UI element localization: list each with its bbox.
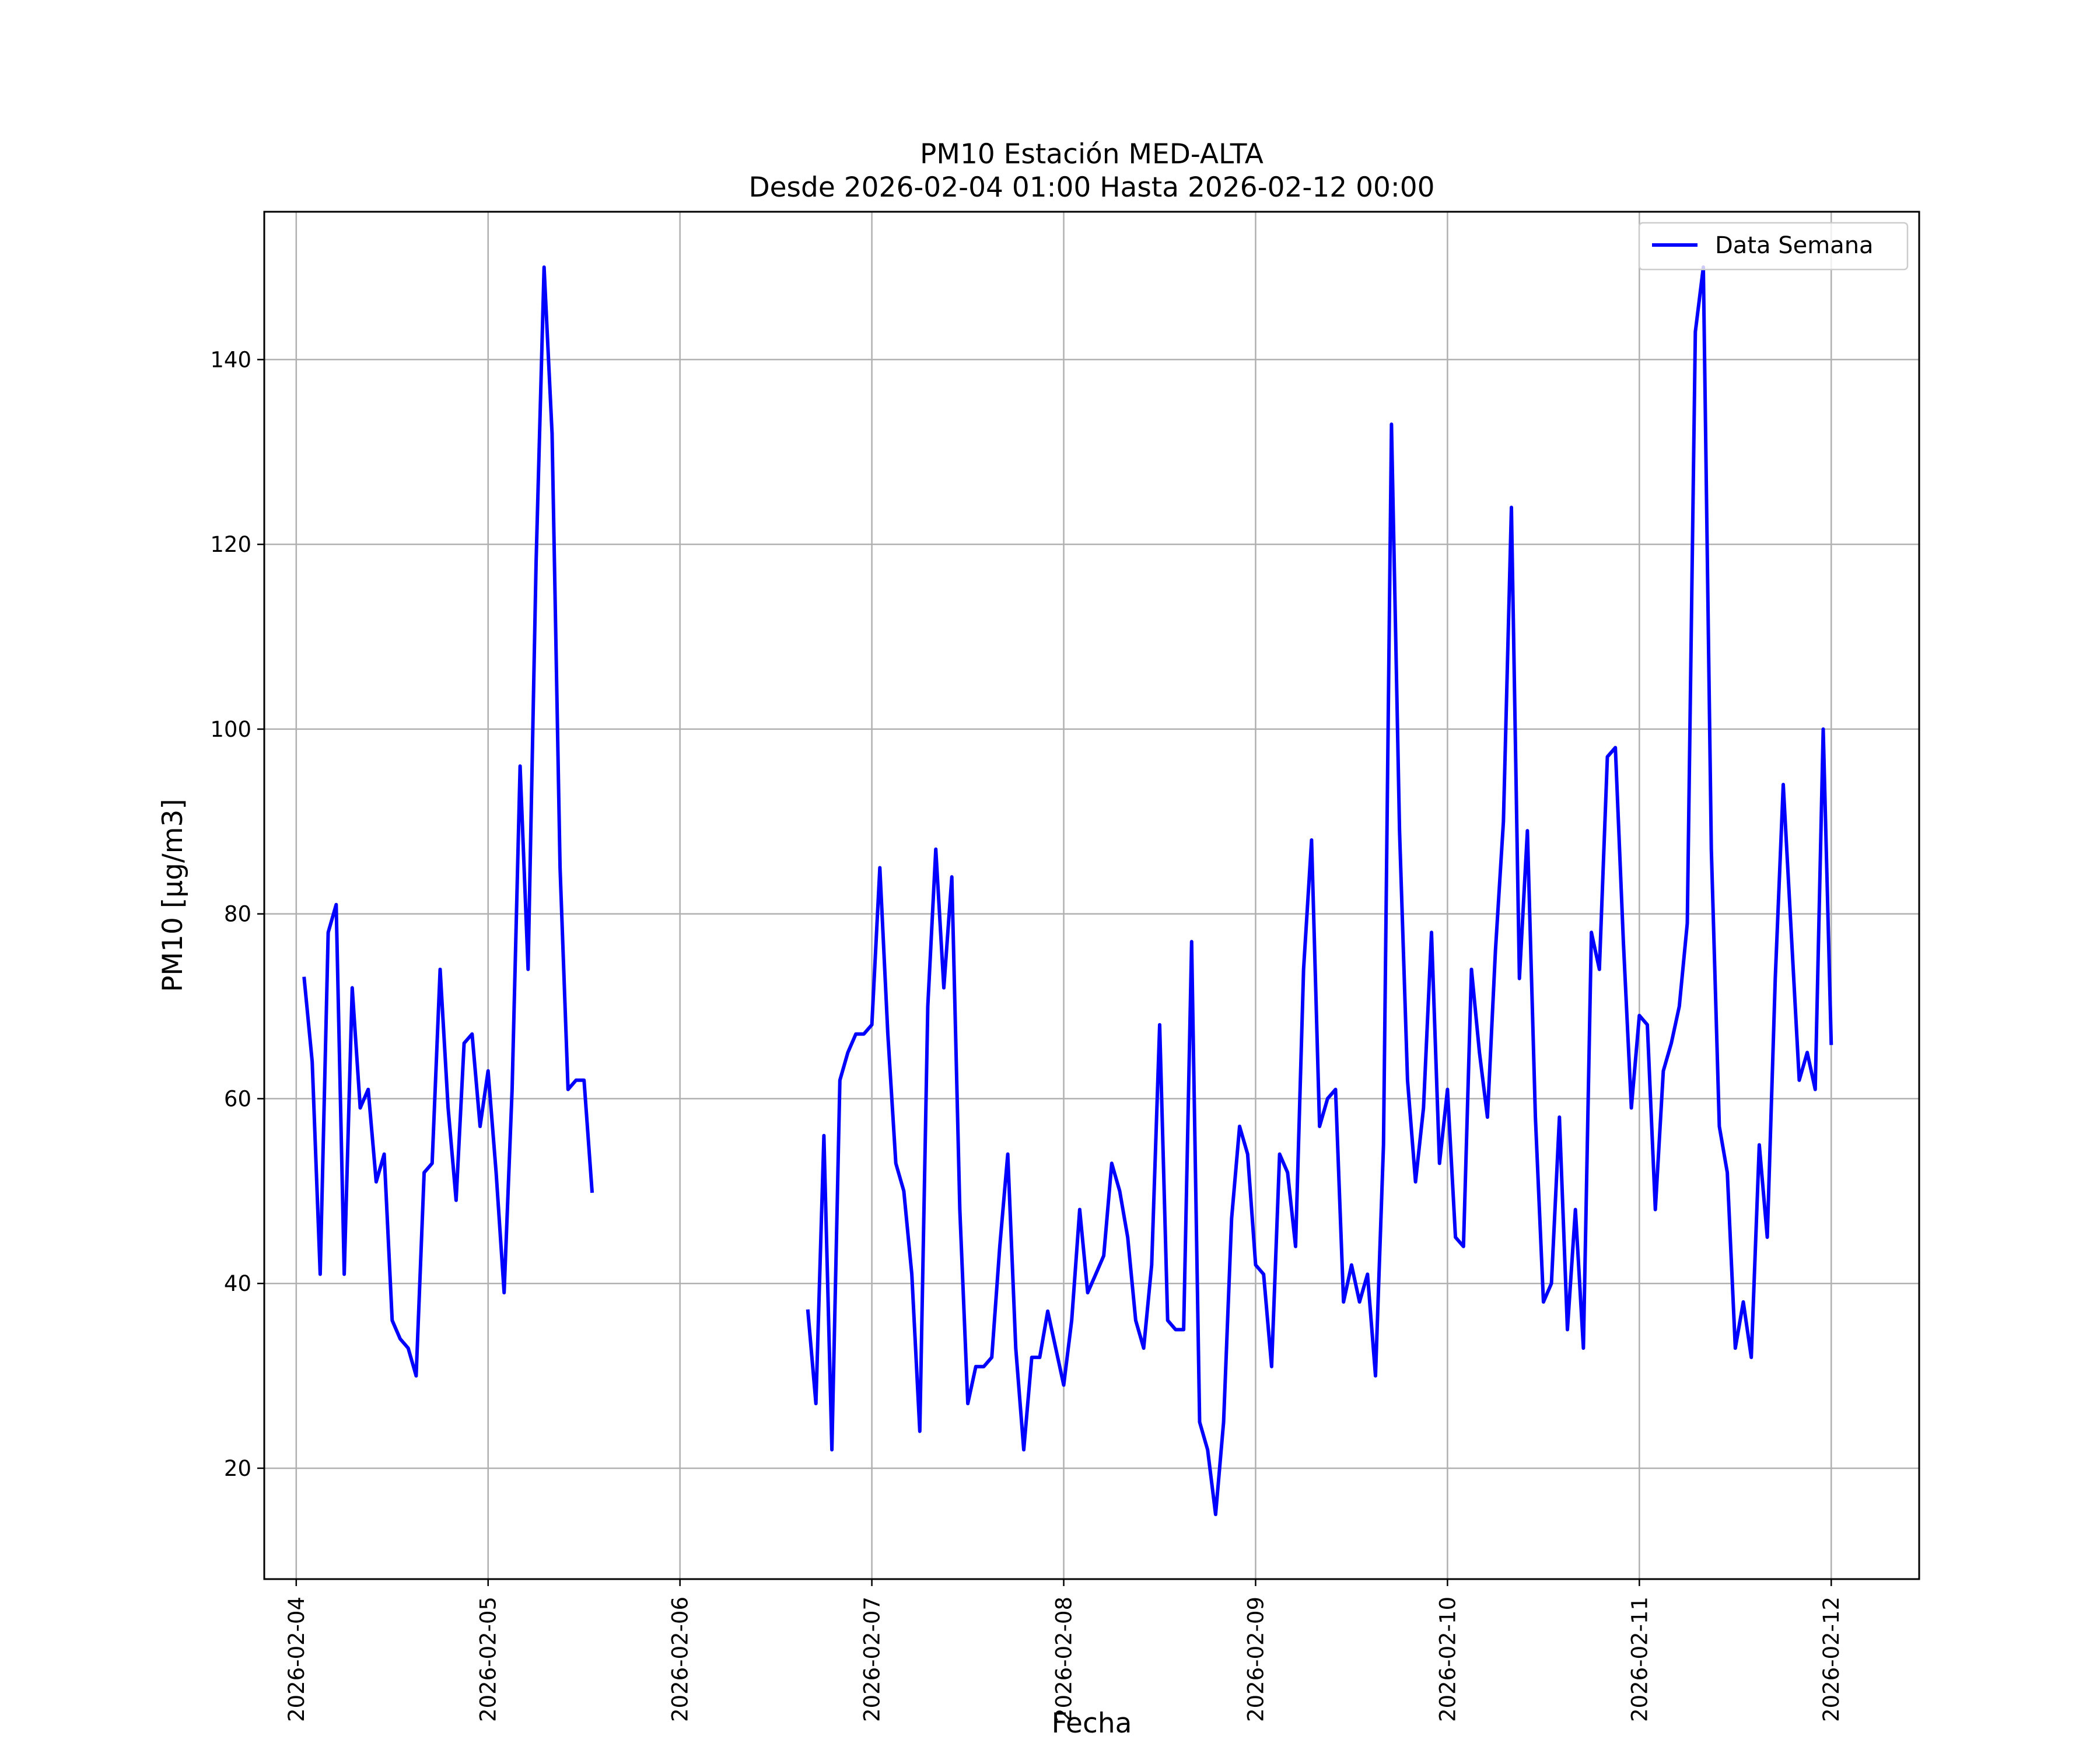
legend-box xyxy=(1638,222,1909,271)
legend: Data Semana xyxy=(1638,222,1909,271)
x-axis-label: Fecha xyxy=(1052,1707,1132,1740)
y-tick-label: 120 xyxy=(210,532,251,557)
x-tick-label: 2026-02-09 xyxy=(1243,1597,1268,1722)
y-tick-label: 20 xyxy=(224,1456,251,1481)
legend-label-data-semana: Data Semana xyxy=(1715,232,1874,259)
y-tick-label: 40 xyxy=(224,1271,251,1296)
tick-layer: 20 40 60 80 100 120 140 2026-02-04 2026-02-05 202… xyxy=(210,347,1844,1722)
x-tick-label: 2026-02-10 xyxy=(1435,1597,1460,1722)
plot-area-frame xyxy=(263,211,1920,1580)
x-tick-label: 2026-02-04 xyxy=(284,1597,309,1722)
series-layer xyxy=(302,265,1833,1517)
x-tick-label: 2026-02-06 xyxy=(668,1597,693,1722)
x-tick-label: 2026-02-11 xyxy=(1627,1597,1652,1722)
x-tick-label: 2026-02-07 xyxy=(860,1597,885,1722)
chart-title: PM10 Estación MED-ALTA xyxy=(920,138,1264,170)
y-tick-label: 140 xyxy=(210,347,251,372)
y-tick-label: 80 xyxy=(224,902,251,927)
y-tick-label: 100 xyxy=(210,717,251,742)
y-tick-label: 60 xyxy=(224,1086,251,1111)
y-axis-label: PM10 [μg/m3] xyxy=(157,799,189,992)
x-tick-label: 2026-02-05 xyxy=(476,1597,501,1722)
x-tick-label: 2026-02-08 xyxy=(1052,1597,1077,1722)
series-line-data-semana xyxy=(302,265,1833,1517)
chart-subtitle: Desde 2026-02-04 01:00 Hasta 2026-02-12 … xyxy=(748,172,1434,204)
grid-lines xyxy=(264,212,1919,1579)
x-tick-label: 2026-02-12 xyxy=(1819,1597,1844,1722)
